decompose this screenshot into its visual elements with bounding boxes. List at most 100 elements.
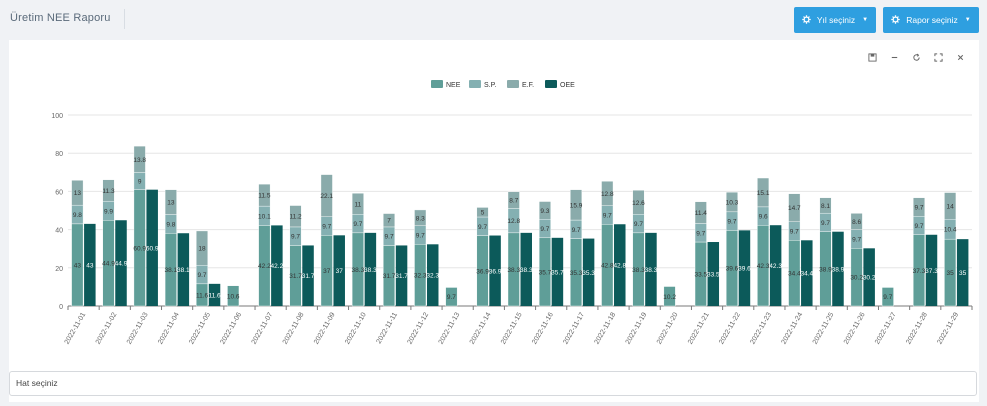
top-bar: Üretim NEE Raporu Yıl seçiniz ▼ Rapor se…	[0, 0, 987, 40]
bar-oee	[333, 235, 345, 306]
close-icon[interactable]	[956, 53, 965, 62]
bar-oee	[956, 239, 969, 306]
bar-ef	[196, 230, 208, 266]
bar-oee	[302, 245, 314, 306]
data-label: 5	[481, 210, 485, 217]
bar-nee	[881, 287, 894, 307]
caret-down-icon: ▼	[964, 17, 971, 23]
data-label: 38.9	[819, 266, 832, 273]
gear-icon	[891, 14, 900, 26]
bar-oee	[551, 237, 564, 306]
data-label: 9.7	[478, 224, 487, 231]
bar-oee	[489, 235, 501, 306]
data-label: 31.7	[302, 273, 315, 280]
data-label: 60.9	[146, 245, 159, 252]
data-label: 42.2	[271, 263, 284, 270]
data-label: 12.8	[507, 218, 520, 225]
x-tick-label: 2022-11-04	[157, 311, 181, 345]
data-label: 10.4	[944, 227, 957, 234]
bar-oee	[582, 238, 595, 306]
save-icon[interactable]	[868, 53, 877, 62]
bar-oee	[146, 189, 158, 306]
x-tick-label: 2022-11-22	[718, 311, 742, 345]
data-label: 9.7	[540, 226, 549, 233]
data-label: 9.7	[447, 294, 456, 301]
data-label: 30.2	[863, 275, 876, 282]
minimize-icon[interactable]	[890, 53, 899, 62]
bar-ef	[601, 181, 614, 206]
x-tick-label: 2022-11-18	[594, 311, 618, 345]
bar-oee	[832, 231, 844, 306]
data-label: 38.3	[352, 267, 365, 274]
data-label: 9.7	[634, 221, 643, 228]
x-tick-label: 2022-11-03	[126, 311, 150, 345]
bar-ef	[694, 201, 707, 224]
bar-oee	[801, 240, 813, 306]
data-label: 9.7	[914, 204, 923, 211]
data-label: 39.6	[726, 266, 739, 273]
bar-ef	[507, 191, 520, 209]
data-label: 38.3	[632, 267, 645, 274]
data-label: 9.7	[821, 220, 830, 227]
stacked-bar-chart: 0 20 40 60 80 100 NEE S.P. E.F. OEE 43 9.8 13 43 2022-…	[51, 80, 973, 346]
data-label: 12.8	[601, 191, 614, 198]
data-label: 31.7	[289, 273, 302, 280]
year-select-button[interactable]: Yıl seçiniz ▼	[794, 7, 876, 33]
data-label: 34.4	[800, 271, 813, 278]
legend-label: NEE	[446, 82, 461, 89]
data-label: 34.4	[788, 271, 801, 278]
data-label: 33.5	[707, 272, 720, 279]
data-label: 8.6	[852, 219, 861, 226]
bar-oee	[614, 224, 626, 306]
data-label: 36.9	[476, 268, 489, 275]
data-label: 44.9	[102, 261, 115, 268]
data-label: 37.3	[925, 268, 938, 275]
x-tick-label: 2022-11-12	[407, 311, 431, 345]
bar-oee	[208, 283, 221, 306]
x-tick-label: 2022-11-14	[469, 311, 493, 345]
y-tick-label: 40	[55, 228, 63, 235]
report-select-button[interactable]: Rapor seçiniz ▼	[883, 7, 979, 33]
bar-oee	[395, 245, 408, 306]
chart-toolbox	[868, 53, 965, 62]
bar-ef	[632, 190, 645, 215]
year-select-label: Yıl seçiniz	[816, 15, 856, 25]
x-tick-label: 2022-11-21	[687, 311, 711, 345]
x-tick-label: 2022-11-09	[313, 311, 337, 345]
data-label: 37	[336, 268, 344, 275]
title-divider	[124, 9, 125, 29]
data-label: 9.7	[603, 212, 612, 219]
bar-nee	[445, 287, 458, 307]
data-label: 36.9	[489, 268, 502, 275]
x-tick-label: 2022-11-08	[282, 311, 306, 345]
legend-label: E.F.	[522, 82, 534, 89]
data-label: 9.3	[540, 208, 549, 215]
bar-oee	[271, 225, 283, 306]
bar-ef	[414, 209, 427, 226]
fullscreen-icon[interactable]	[934, 53, 943, 62]
refresh-icon[interactable]	[912, 53, 921, 62]
y-tick-label: 20	[55, 266, 63, 273]
data-label: 38.3	[520, 267, 533, 274]
x-tick-label: 2022-11-26	[843, 311, 867, 345]
data-label: 12.6	[632, 200, 645, 207]
legend-label: OEE	[560, 82, 575, 89]
data-label: 11.6	[196, 292, 209, 299]
bar-ef	[320, 174, 333, 218]
bar-ef	[819, 197, 832, 214]
data-label: 11.3	[102, 188, 115, 195]
bar-ef	[351, 193, 364, 215]
data-label: 38.1	[165, 267, 178, 274]
bar-ef	[944, 192, 957, 220]
bar-oee	[364, 232, 377, 306]
data-label: 9.7	[727, 219, 736, 226]
x-tick-label: 2022-11-16	[531, 311, 555, 345]
line-select[interactable]: Hat seçiniz	[9, 371, 977, 396]
bar-ef	[726, 191, 738, 213]
y-tick-label: 100	[51, 113, 63, 120]
data-label: 9.7	[322, 224, 331, 231]
x-tick-label: 2022-11-15	[500, 311, 524, 345]
bar-oee	[925, 234, 938, 306]
bar-nee	[227, 285, 240, 307]
data-label: 13	[167, 200, 175, 207]
